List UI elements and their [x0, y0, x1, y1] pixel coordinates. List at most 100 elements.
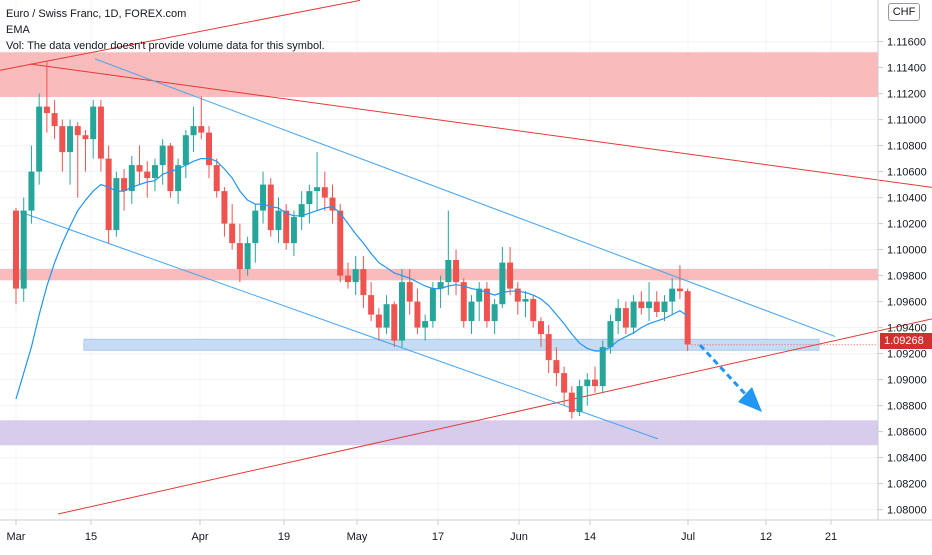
candle-body: [236, 243, 243, 270]
candle: [476, 282, 483, 322]
candle: [213, 158, 220, 198]
candle: [514, 282, 521, 315]
candle: [236, 223, 243, 283]
candle: [592, 366, 598, 393]
y-tick-label: 1.08400: [887, 453, 927, 465]
candle-body: [90, 106, 97, 140]
candle-body: [584, 379, 591, 387]
x-tick-label: 17: [432, 531, 444, 543]
ema-label: EMA: [6, 24, 30, 36]
red-trendline-ascending: [57, 318, 932, 515]
candle-body: [507, 262, 514, 289]
candle-body: [128, 165, 135, 192]
candle-body: [136, 165, 143, 172]
candle: [576, 379, 583, 416]
candle-body: [499, 262, 506, 305]
candle: [344, 262, 351, 289]
candle-body: [638, 301, 645, 309]
resistance-zone-top: [0, 52, 878, 97]
trendlines: [0, 0, 932, 515]
candle-body: [213, 165, 220, 192]
candle: [43, 61, 50, 133]
candle: [51, 100, 58, 140]
ema-line: [15, 158, 688, 400]
x-tick-label: May: [347, 531, 368, 543]
x-tick-label: Jul: [681, 531, 695, 543]
candle: [298, 191, 305, 231]
currency-button[interactable]: CHF: [888, 3, 920, 21]
candle: [352, 256, 359, 296]
candle-body: [97, 106, 104, 159]
y-tick-label: 1.11400: [887, 63, 926, 75]
candle: [28, 145, 35, 224]
candle-body: [368, 295, 375, 315]
candle: [360, 256, 367, 309]
candle-body: [198, 126, 205, 133]
candle-body: [267, 184, 274, 231]
x-tick-label: 21: [825, 531, 837, 543]
arrow-shaft: [698, 343, 750, 399]
candle: [615, 299, 622, 335]
y-tick-label: 1.10400: [887, 193, 927, 205]
candle-body: [43, 106, 50, 114]
candle: [491, 299, 498, 335]
volume-note: Vol: The data vendor doesn't provide vol…: [6, 40, 325, 52]
candle: [383, 295, 390, 335]
arrow-head: [738, 387, 762, 412]
candle-body: [568, 392, 575, 413]
candle: [190, 106, 197, 153]
symbol-title: Euro / Swiss Franc, 1D, FOREX.com: [6, 8, 187, 20]
projection-arrow: [698, 343, 762, 412]
time-axis: Mar 15 Apr 19 May 17 Jun 14 Jul 12 21: [7, 520, 837, 543]
candle: [669, 278, 676, 315]
candle-body: [399, 282, 405, 341]
candle-body: [28, 171, 35, 211]
candle: [630, 295, 637, 335]
chart-legend: Euro / Swiss Franc, 1D, FOREX.com EMA Vo…: [6, 6, 325, 54]
x-tick-label: Apr: [191, 531, 208, 543]
x-tick-label: 12: [760, 531, 772, 543]
candle-body: [537, 321, 544, 335]
candle-body: [244, 243, 251, 270]
candle: [676, 265, 683, 299]
blue-channel-upper: [94, 58, 836, 337]
x-tick-label: 19: [278, 531, 290, 543]
candle: [128, 156, 135, 205]
y-tick-label: 1.08600: [887, 427, 927, 439]
candle-body: [561, 373, 568, 393]
candle: [136, 145, 143, 185]
candle: [684, 288, 691, 351]
candle-body: [530, 299, 537, 322]
candle: [399, 269, 405, 348]
candle-body: [229, 223, 236, 244]
candle-body: [468, 301, 475, 322]
candle-body: [437, 282, 444, 289]
candle: [545, 325, 552, 374]
candle: [406, 269, 413, 315]
candle: [20, 197, 27, 302]
candle-body: [599, 347, 606, 387]
candle: [229, 204, 236, 250]
candle: [167, 143, 174, 198]
y-tick-label: 1.08200: [887, 479, 927, 491]
candle: [368, 282, 375, 322]
candle: [283, 204, 290, 250]
candle-body: [676, 288, 683, 292]
y-tick-label: 1.10800: [887, 141, 927, 153]
candle: [121, 169, 128, 211]
y-tick-label: 1.09000: [887, 375, 927, 387]
zones: [0, 52, 878, 446]
candle-body: [476, 288, 483, 302]
candle-body: [344, 275, 351, 283]
candle: [561, 366, 568, 406]
candle: [414, 288, 421, 335]
candle: [74, 122, 81, 198]
candle: [144, 161, 151, 198]
candle: [221, 187, 228, 237]
candle: [445, 210, 452, 296]
candle-body: [321, 187, 328, 198]
candle: [260, 171, 267, 224]
x-tick-label: Jun: [510, 531, 528, 543]
